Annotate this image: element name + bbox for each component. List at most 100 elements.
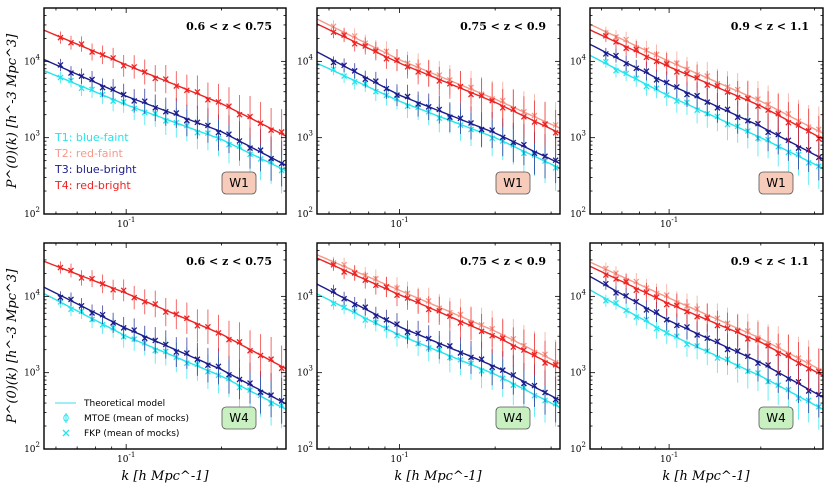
- fkp-point: [404, 63, 411, 70]
- fkp-point: [457, 83, 464, 90]
- fkp-point: [520, 380, 527, 387]
- fkp-point: [215, 363, 222, 370]
- fkp-point: [415, 298, 422, 305]
- x-tick-label: 10-1: [390, 216, 408, 230]
- fkp-point: [623, 307, 630, 314]
- fkp-point: [602, 280, 609, 287]
- fkp-point: [520, 141, 527, 148]
- fkp-point: [510, 344, 517, 351]
- fkp-point: [141, 335, 148, 342]
- fkp-point: [57, 74, 64, 81]
- fkp-point: [152, 75, 159, 82]
- fkp-point: [673, 69, 680, 75]
- fkp-point: [446, 114, 453, 121]
- y-tick-label: 103: [297, 365, 313, 379]
- fkp-point: [457, 319, 464, 326]
- fkp-point: [183, 87, 190, 94]
- fkp-point: [247, 113, 254, 120]
- fkp-point: [247, 145, 254, 152]
- fkp-point: [468, 120, 474, 126]
- fkp-point: [173, 83, 180, 90]
- fkp-point: [734, 328, 741, 335]
- fkp-point: [383, 284, 390, 290]
- fkp-point: [673, 98, 680, 104]
- fkp-point: [724, 106, 731, 113]
- fkp-point: [99, 311, 106, 318]
- model-line-3: [317, 283, 560, 401]
- fkp-point: [653, 294, 660, 301]
- fkp-point: [351, 78, 358, 85]
- legend-entry-estimator: MTOE (mean of mocks): [84, 414, 189, 424]
- plot-area: [317, 18, 560, 191]
- fkp-point: [489, 332, 496, 339]
- fkp-point: [152, 337, 159, 344]
- fkp-point: [78, 85, 85, 92]
- fkp-point: [643, 68, 650, 75]
- fkp-point: [215, 98, 222, 105]
- fkp-point: [194, 88, 201, 95]
- fkp-point: [99, 84, 106, 91]
- field-badge-label: W1: [503, 176, 523, 190]
- fkp-point: [341, 261, 348, 268]
- fkp-point: [415, 330, 422, 337]
- fkp-point: [99, 280, 106, 287]
- fkp-point: [542, 153, 549, 160]
- fkp-point: [542, 360, 549, 366]
- y-tick-label: 103: [297, 130, 313, 144]
- fkp-point: [173, 349, 180, 356]
- fkp-point: [520, 347, 527, 354]
- legend-entry-tracer: T2: red-faint: [54, 147, 124, 160]
- fkp-point: [330, 300, 337, 307]
- fkp-point: [204, 362, 211, 369]
- fkp-point: [194, 356, 201, 363]
- fkp-point: [68, 296, 74, 303]
- fkp-point: [684, 341, 690, 348]
- fkp-point: [436, 77, 443, 84]
- fkp-point: [341, 73, 348, 79]
- fkp-point: [754, 360, 761, 367]
- fkp-point: [99, 321, 106, 328]
- fkp-point: [162, 76, 169, 83]
- fkp-point: [623, 60, 630, 67]
- fkp-point: [278, 160, 285, 167]
- fkp-point: [673, 83, 680, 90]
- fkp-point: [204, 323, 211, 330]
- fkp-point: [552, 361, 559, 368]
- field-badge: [495, 406, 531, 430]
- fkp-point: [623, 36, 630, 43]
- fkp-point: [89, 76, 96, 83]
- fkp-point: [446, 80, 453, 87]
- fkp-point: [110, 98, 117, 105]
- fkp-point: [744, 95, 751, 102]
- fkp-point: [531, 119, 538, 125]
- fkp-point: [183, 350, 190, 357]
- model-line-4: [317, 23, 560, 134]
- fkp-point: [765, 129, 772, 136]
- fkp-point: [694, 313, 701, 320]
- fkp-point: [278, 397, 285, 404]
- panel-W4-3: 102 103 104 10-1 0.9 < z < 1.1 W4: [570, 242, 824, 465]
- field-badge: [495, 171, 531, 195]
- fkp-point: [351, 270, 358, 277]
- x-axis-label: k [h Mpc^-1]: [662, 469, 750, 484]
- y-tick-label: 102: [24, 441, 40, 455]
- legend-entry-tracer: T4: red-bright: [54, 179, 131, 192]
- fkp-point: [446, 313, 453, 320]
- fkp-point: [394, 92, 400, 99]
- fkp-point: [173, 311, 180, 318]
- fkp-point: [247, 380, 254, 387]
- y-tick-label: 102: [570, 206, 586, 220]
- y-tick-label: 103: [24, 130, 40, 144]
- fkp-point: [183, 315, 190, 322]
- redshift-label: 0.75 < z < 0.9: [460, 20, 546, 33]
- fkp-point: [194, 119, 201, 126]
- fkp-point: [744, 353, 751, 360]
- fkp-point: [226, 336, 232, 343]
- fkp-point: [613, 275, 619, 282]
- fkp-point: [120, 324, 127, 331]
- fkp-point: [684, 323, 690, 330]
- fkp-point: [341, 295, 348, 302]
- redshift-label: 0.6 < z < 0.75: [186, 20, 272, 33]
- fkp-point: [694, 332, 701, 338]
